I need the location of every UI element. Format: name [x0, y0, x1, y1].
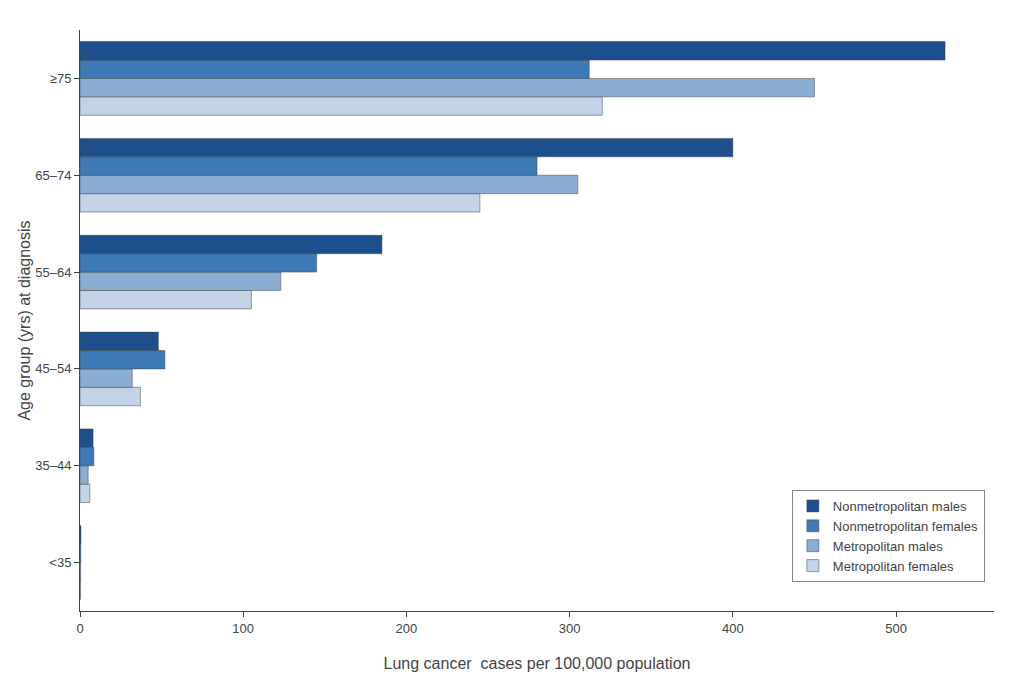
svg-text:Age group (yrs) at diagnosis: Age group (yrs) at diagnosis: [16, 220, 33, 420]
svg-text:55–64: 55–64: [35, 265, 71, 280]
svg-text:100: 100: [232, 621, 254, 636]
svg-text:300: 300: [559, 621, 581, 636]
svg-text:400: 400: [722, 621, 744, 636]
svg-text:0: 0: [76, 621, 83, 636]
svg-text:Metropolitan females: Metropolitan females: [833, 559, 954, 574]
svg-text:45–54: 45–54: [35, 361, 71, 376]
svg-text:500: 500: [885, 621, 907, 636]
svg-text:Metropolitan males: Metropolitan males: [833, 539, 943, 554]
svg-text:Nonmetropolitan males: Nonmetropolitan males: [833, 499, 967, 514]
svg-text:35–44: 35–44: [35, 458, 71, 473]
svg-text:200: 200: [396, 621, 418, 636]
svg-text:≥75: ≥75: [50, 71, 72, 86]
svg-text:Lung cancer cases per 100,000: Lung cancer cases per 100,000 population: [384, 655, 691, 672]
svg-text:<35: <35: [49, 555, 71, 570]
svg-text:65–74: 65–74: [35, 168, 71, 183]
svg-text:Nonmetropolitan females: Nonmetropolitan females: [833, 519, 978, 534]
